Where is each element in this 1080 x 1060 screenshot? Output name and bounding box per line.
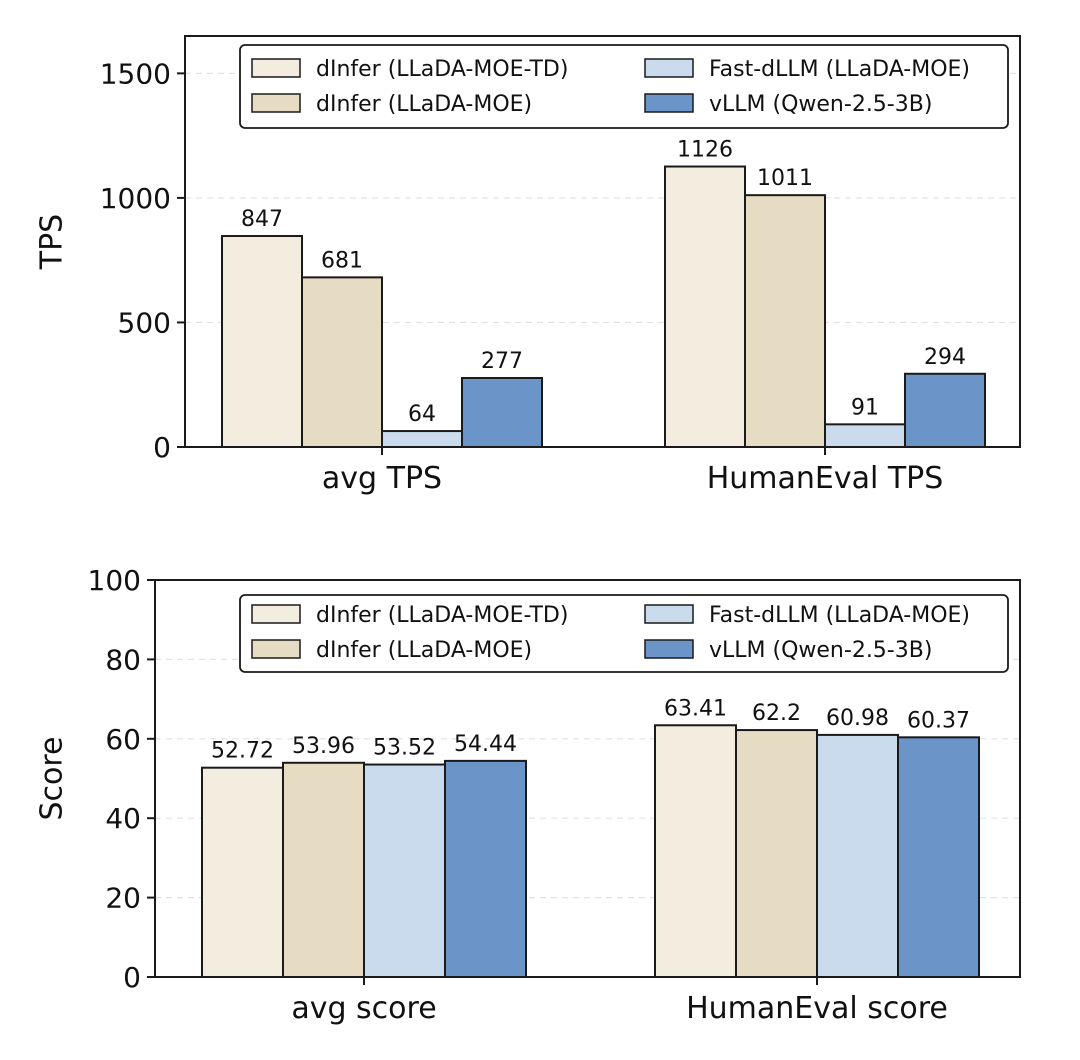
x-category-label: avg score — [291, 991, 436, 1026]
chart-2: 52.72 63.41 53.96 62.2 53.52 60.98 54.44 60.37 0… — [35, 564, 1021, 1026]
bar — [381, 430, 463, 449]
data-label: 294 — [924, 345, 966, 370]
legend-swatch — [251, 58, 301, 78]
plot-frame — [184, 35, 1021, 448]
bar — [282, 761, 365, 979]
y-tick-label: 0 — [153, 431, 171, 464]
legend-label: dInfer (LLaDA-MOE) — [316, 638, 532, 663]
data-label: 64 — [408, 402, 436, 427]
bar — [654, 724, 737, 979]
data-label: 681 — [321, 248, 363, 273]
legend-label: Fast-dLLM (LLaDA-MOE) — [709, 603, 970, 628]
y-tick-label: 60 — [105, 723, 141, 756]
legend-box — [239, 44, 1009, 129]
y-tick-label: 500 — [118, 306, 171, 339]
data-label: 53.52 — [373, 736, 436, 761]
chart-1: 847 1126 681 1011 64 91 277 294 0 500 1000 1500 avg … — [35, 35, 1021, 496]
bar — [904, 372, 986, 448]
legend-swatch — [251, 93, 301, 113]
bar — [897, 736, 980, 979]
data-label: 63.41 — [664, 696, 727, 721]
bar — [201, 766, 284, 978]
y-tick-label: 0 — [123, 961, 141, 994]
y-tick-label: 40 — [105, 802, 141, 835]
bar — [735, 729, 818, 978]
legend-label: dInfer (LLaDA-MOE-TD) — [316, 603, 568, 628]
legend-swatch — [251, 604, 301, 624]
data-label: 277 — [481, 349, 523, 374]
data-label: 52.72 — [211, 739, 274, 764]
bar — [363, 763, 446, 978]
legend-label: vLLM (Qwen-2.5-3B) — [709, 92, 932, 117]
legend-swatch — [644, 58, 694, 78]
plot-frame — [154, 579, 1021, 978]
legend-label: dInfer (LLaDA-MOE) — [316, 92, 532, 117]
data-label: 1126 — [677, 138, 733, 163]
legend: dInfer (LLaDA-MOE-TD) dInfer (LLaDA-MOE) F… — [239, 44, 1009, 129]
bar — [744, 194, 826, 448]
bar — [664, 165, 746, 448]
data-label: 1011 — [757, 166, 813, 191]
y-tick-label: 100 — [88, 564, 141, 597]
data-label: 60.98 — [826, 706, 889, 731]
x-category-label: HumanEval score — [686, 991, 948, 1026]
y-tick-label: 1000 — [100, 182, 171, 215]
legend-label: dInfer (LLaDA-MOE-TD) — [316, 57, 568, 82]
legend-box — [239, 594, 1009, 673]
legend-swatch — [251, 639, 301, 659]
legend: dInfer (LLaDA-MOE-TD) dInfer (LLaDA-MOE) F… — [239, 594, 1009, 673]
data-label: 53.96 — [292, 734, 355, 759]
bar — [444, 759, 527, 979]
data-label: 54.44 — [454, 732, 517, 757]
x-category-label: HumanEval TPS — [707, 461, 944, 496]
bar — [221, 235, 303, 448]
legend-swatch — [644, 639, 694, 659]
y-tick-label: 20 — [105, 882, 141, 915]
legend-swatch — [644, 93, 694, 113]
data-label: 91 — [851, 395, 879, 420]
bar — [461, 377, 543, 449]
data-label: 62.2 — [752, 701, 801, 726]
bar — [824, 423, 906, 449]
legend-label: vLLM (Qwen-2.5-3B) — [709, 638, 932, 663]
legend-label: Fast-dLLM (LLaDA-MOE) — [709, 57, 970, 82]
y-tick-label: 80 — [105, 643, 141, 676]
bar — [301, 276, 383, 448]
x-category-label: avg TPS — [322, 461, 442, 496]
bar — [816, 733, 899, 979]
data-label: 60.37 — [907, 708, 970, 733]
y-tick-label: 1500 — [100, 57, 171, 90]
legend-swatch — [644, 604, 694, 624]
y-axis-label: TPS — [35, 214, 70, 270]
y-axis-label: Score — [35, 736, 70, 820]
data-label: 847 — [241, 207, 283, 232]
